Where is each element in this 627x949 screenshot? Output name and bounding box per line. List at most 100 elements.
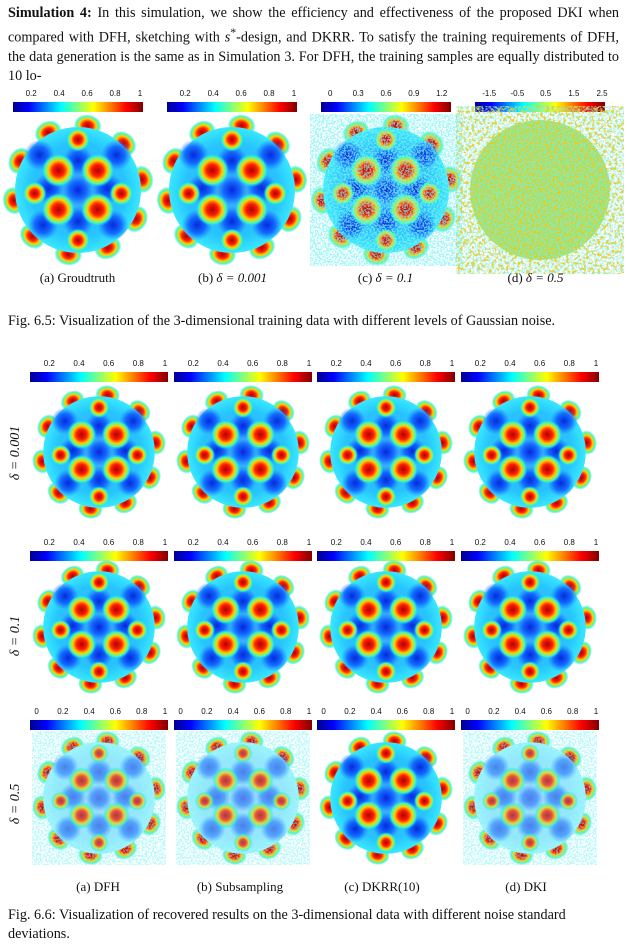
hot-spot: [194, 444, 216, 466]
hot-spot: [375, 742, 397, 764]
hot-spot: [195, 192, 230, 227]
fig66-colorbar-r3-c1-tick: 0.4: [83, 707, 95, 716]
hot-spot: [519, 396, 541, 418]
fig66-colorbar-r3-c4: 0 0.2 0.4 0.6 0.8 1: [461, 707, 599, 730]
fig66-colorbar-r3-c2-gradient: [174, 720, 312, 730]
fig66-colorbar-r1-c3: 0.2 0.4 0.6 0.8 1: [317, 359, 455, 382]
blue-valley: [62, 174, 94, 206]
hot-spot: [388, 454, 419, 485]
hot-spot: [482, 791, 502, 811]
hot-spot: [557, 444, 579, 466]
hot-spot: [413, 619, 435, 641]
noise-texture-2: [470, 120, 610, 260]
fig66-colorbar-r2-c4: 0.2 0.4 0.6 0.8 1: [461, 538, 599, 561]
hot-spot: [520, 833, 540, 853]
s-star-symbol: s: [224, 29, 231, 46]
fig66-colorbar-r2-c3-tick: 1: [449, 538, 455, 547]
fig66-colorbar-r2-c3-gradient: [317, 551, 455, 561]
fig65-colorbar-2-tick: 0.6: [235, 89, 247, 98]
fig66-colorbar-r1-c2-tick: 1: [306, 359, 312, 368]
hot-spot: [41, 192, 76, 227]
fig65-colorbar-1-tick: 0.2: [25, 89, 37, 98]
fig65-colorbar-3: 0 0.3 0.6 0.9 1.2: [321, 89, 451, 112]
fig65-plot-1: [2, 114, 154, 266]
hot-spot: [233, 743, 253, 763]
hot-spot: [337, 619, 359, 641]
hot-spot: [481, 619, 503, 641]
hot-spot: [41, 153, 76, 188]
fig66-colorbar-r1-c2-tick: 0.2: [187, 359, 199, 368]
hot-spot: [270, 619, 292, 641]
fig66-colorbar-r2-c1-tick: 0.6: [103, 538, 115, 547]
hot-spot: [232, 486, 254, 508]
hot-spot: [388, 765, 419, 796]
fig66-subcaption-a: (a) DFH: [76, 879, 120, 894]
blue-valley: [229, 613, 257, 641]
fig66-colorbar-r2-c4-tick: 0.6: [534, 538, 546, 547]
hot-spot: [497, 594, 528, 625]
fig66-colorbar-r3-c4-gradient: [461, 720, 599, 730]
hot-spot: [234, 192, 269, 227]
hot-spot: [194, 619, 216, 641]
paragraph-text-1: In this simulation, we show the efficien…: [8, 5, 619, 46]
fig66-colorbar-r3-c1-tick: 0.8: [136, 707, 148, 716]
fig66-colorbar-r1-c4-tick: 0.6: [534, 359, 546, 368]
hot-spot: [212, 767, 240, 795]
hot-spot: [195, 791, 215, 811]
fig66-colorbar-r1-c1-tick: 0.8: [132, 359, 144, 368]
hot-spot: [245, 594, 276, 625]
fig66-colorbar-r2-c1-tick: 0.4: [73, 538, 85, 547]
hot-spot: [51, 791, 71, 811]
fig65-subcaption-b: (b) δ = 0.001: [198, 270, 267, 285]
blue-valley: [229, 784, 257, 812]
hot-spot: [68, 767, 96, 795]
fig65-colorbar-4-tick: 1.5: [568, 89, 580, 98]
fig66-colorbar-r2-c4-gradient: [461, 551, 599, 561]
fig65-colorbar-3-tick: 0: [328, 89, 333, 98]
hot-spot: [210, 419, 241, 450]
fig66-colorbar-r3-c2-tick: 1: [306, 707, 312, 716]
fig66-colorbar-r3-c1-tick: 0.6: [109, 707, 121, 716]
hot-spot: [234, 153, 269, 188]
fig66-colorbar-r1-c3-tick: 1: [449, 359, 455, 368]
hot-spot: [66, 594, 97, 625]
fig65-colorbar-4-tick: 0.5: [540, 89, 552, 98]
hot-spot: [232, 571, 254, 593]
hot-spot: [102, 801, 130, 829]
fig65-colorbar-2: 0.2 0.4 0.6 0.8 1: [167, 89, 297, 112]
hot-spot: [413, 790, 435, 812]
hot-spot: [80, 192, 115, 227]
fig66-plot-r1-c4: [463, 385, 597, 519]
fig65-plot-4: [470, 120, 610, 260]
fig66-colorbar-r3-c4-tick: 0.2: [488, 707, 500, 716]
hot-spot: [533, 801, 561, 829]
hot-spot: [557, 619, 579, 641]
hot-spot: [195, 153, 230, 188]
hot-spot: [245, 629, 276, 660]
fig66-colorbar-r3-c2-tick: 0.8: [280, 707, 292, 716]
fig66-colorbar-r3-c3-tick: 0: [321, 707, 326, 716]
fig66-colorbar-r2-c1-tick: 0.2: [43, 538, 55, 547]
fig66-colorbar-r1-c1-gradient: [30, 372, 168, 382]
hot-spot: [388, 629, 419, 660]
fig66-plot-r3-c3: [319, 731, 453, 865]
fig66-colorbar-r2-c4-tick: 0.2: [474, 538, 486, 547]
fig66-colorbar-r2-c1-tick: 1: [162, 538, 168, 547]
hot-spot: [558, 791, 578, 811]
fig65-subcaption-c: (c) δ = 0.1: [357, 270, 414, 285]
s-star-superscript: *: [230, 25, 237, 39]
hot-spot: [210, 594, 241, 625]
fig66-colorbar-r1-c1-tick: 0.2: [43, 359, 55, 368]
fig66-colorbar-r3-c3-tick: 0.8: [423, 707, 435, 716]
fig66-plot-r1-c3: [319, 385, 453, 519]
fig66-colorbar-r3-c4-tick: 0: [465, 707, 470, 716]
fig66-colorbar-r1-c4-tick: 0.8: [563, 359, 575, 368]
hot-spot: [68, 801, 96, 829]
fig66-colorbar-r3-c3-tick: 1: [449, 707, 455, 716]
fig66-colorbar-r2-c2-tick: 0.2: [187, 538, 199, 547]
fig66-colorbar-r3-c2-tick: 0.2: [201, 707, 213, 716]
fig65-colorbar-1-tick: 0.8: [109, 89, 121, 98]
hot-spot: [353, 594, 384, 625]
fig65-colorbar-4-tick: -0.5: [510, 89, 525, 98]
hot-spot: [497, 454, 528, 485]
